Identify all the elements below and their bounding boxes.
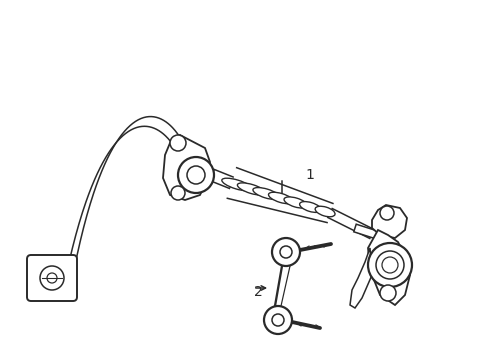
Polygon shape — [209, 170, 234, 189]
Circle shape — [40, 266, 64, 290]
Ellipse shape — [299, 202, 321, 212]
Polygon shape — [66, 117, 192, 276]
Circle shape — [381, 257, 397, 273]
Circle shape — [280, 246, 291, 258]
Circle shape — [379, 285, 395, 301]
Circle shape — [170, 135, 185, 151]
FancyBboxPatch shape — [27, 255, 77, 301]
Circle shape — [264, 306, 291, 334]
Circle shape — [47, 273, 57, 283]
Circle shape — [186, 166, 204, 184]
Ellipse shape — [252, 188, 279, 199]
Polygon shape — [349, 248, 371, 308]
Polygon shape — [227, 168, 332, 222]
Text: 2: 2 — [253, 285, 262, 299]
Circle shape — [271, 314, 284, 326]
Circle shape — [271, 238, 299, 266]
Polygon shape — [327, 208, 373, 238]
Polygon shape — [353, 224, 381, 240]
Circle shape — [379, 206, 393, 220]
Circle shape — [367, 243, 411, 287]
Polygon shape — [163, 135, 209, 200]
Polygon shape — [367, 230, 409, 305]
Ellipse shape — [315, 206, 334, 217]
Circle shape — [375, 251, 403, 279]
Text: 1: 1 — [305, 168, 314, 182]
Ellipse shape — [222, 178, 251, 191]
Circle shape — [178, 157, 214, 193]
Circle shape — [171, 186, 184, 200]
Polygon shape — [371, 205, 406, 238]
Ellipse shape — [284, 197, 307, 208]
Ellipse shape — [237, 183, 265, 195]
Ellipse shape — [268, 192, 293, 204]
